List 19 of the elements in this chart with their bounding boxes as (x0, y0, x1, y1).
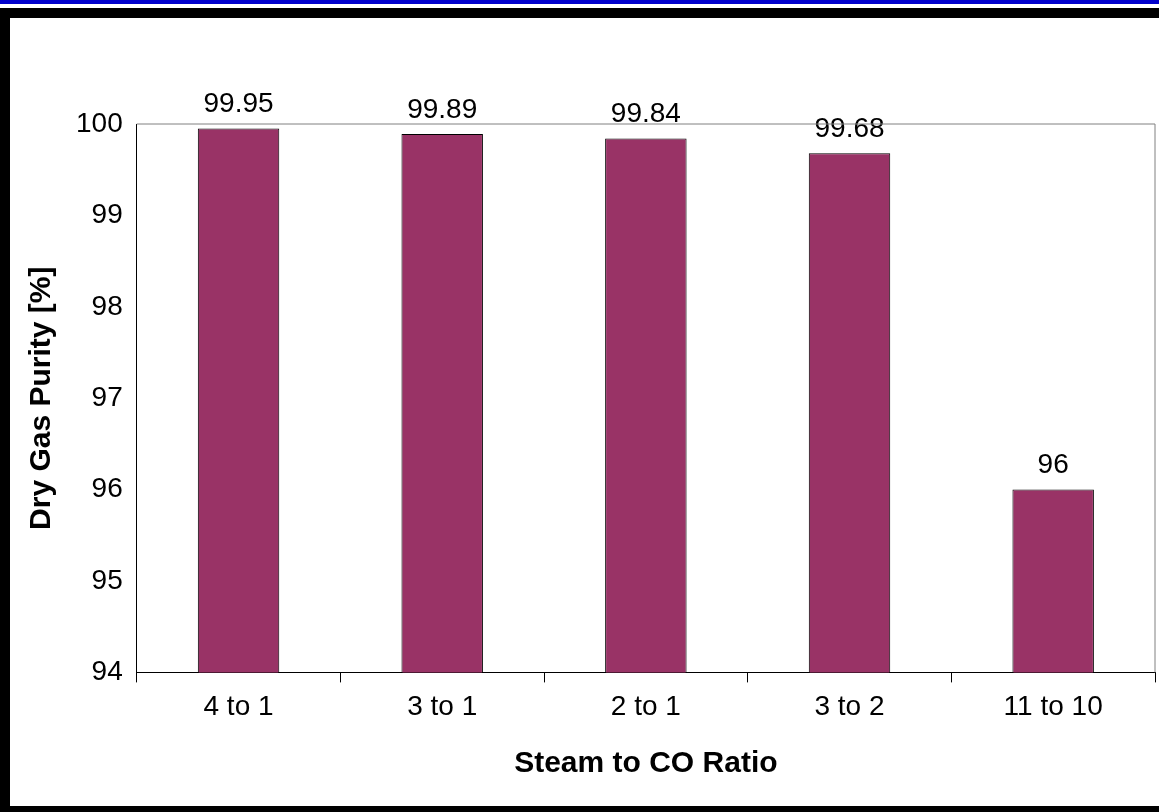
y-tick-label: 97 (91, 380, 123, 412)
y-tick-label: 100 (76, 106, 123, 138)
y-tick-label: 99 (91, 198, 123, 230)
data-label: 99.95 (203, 87, 274, 119)
x-tick-label: 3 to 1 (407, 689, 478, 721)
data-label: 99.84 (610, 97, 681, 129)
x-tick-label: 3 to 2 (814, 689, 885, 721)
x-tick-label: 11 to 10 (1003, 689, 1103, 721)
y-tick-label: 96 (91, 472, 123, 504)
data-label: 99.68 (814, 111, 885, 143)
y-tick-label: 95 (91, 563, 123, 595)
y-tick-label: 98 (91, 289, 123, 321)
x-tick-label: 4 to 1 (203, 689, 274, 721)
y-tick-label: 94 (91, 655, 123, 687)
y-axis-title: Dry Gas Purity [%] (23, 266, 57, 530)
x-axis-title: Steam to CO Ratio (514, 745, 778, 779)
data-label: 96 (1037, 448, 1069, 480)
x-tick-label: 2 to 1 (610, 689, 681, 721)
data-label: 99.89 (407, 92, 478, 124)
